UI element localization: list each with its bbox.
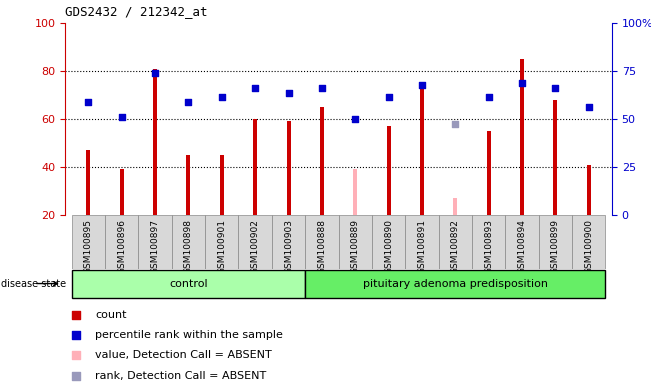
Text: GSM100889: GSM100889 bbox=[351, 219, 360, 274]
Text: disease state: disease state bbox=[1, 278, 66, 288]
Text: GSM100898: GSM100898 bbox=[184, 219, 193, 274]
Text: GSM100894: GSM100894 bbox=[518, 219, 527, 274]
Bar bbox=[387, 126, 391, 215]
Bar bbox=[405, 215, 439, 269]
Bar bbox=[238, 215, 272, 269]
Text: count: count bbox=[95, 310, 127, 320]
Point bbox=[283, 89, 294, 96]
Bar bbox=[372, 215, 405, 269]
Bar bbox=[105, 215, 139, 269]
Bar bbox=[320, 107, 324, 215]
Bar bbox=[72, 270, 305, 298]
Bar bbox=[520, 59, 524, 215]
Bar bbox=[572, 215, 605, 269]
Bar bbox=[353, 169, 357, 215]
Bar bbox=[486, 131, 491, 215]
Bar bbox=[553, 100, 557, 215]
Text: GSM100903: GSM100903 bbox=[284, 219, 293, 274]
Text: GSM100893: GSM100893 bbox=[484, 219, 493, 274]
Point bbox=[117, 114, 127, 120]
Bar bbox=[87, 150, 90, 215]
Bar bbox=[172, 215, 205, 269]
Point bbox=[217, 94, 227, 101]
Bar bbox=[505, 215, 538, 269]
Bar bbox=[453, 198, 457, 215]
Text: GSM100888: GSM100888 bbox=[317, 219, 326, 274]
Text: GSM100900: GSM100900 bbox=[584, 219, 593, 274]
Bar bbox=[205, 215, 238, 269]
Point bbox=[184, 99, 194, 105]
Bar bbox=[186, 155, 191, 215]
Point bbox=[83, 99, 94, 105]
Point bbox=[483, 94, 493, 101]
Bar bbox=[587, 165, 590, 215]
Bar bbox=[253, 119, 257, 215]
Bar bbox=[72, 215, 105, 269]
Bar bbox=[439, 215, 472, 269]
Point bbox=[350, 116, 361, 122]
Bar bbox=[305, 270, 605, 298]
Point bbox=[583, 104, 594, 110]
Point bbox=[550, 85, 561, 91]
Text: GSM100899: GSM100899 bbox=[551, 219, 560, 274]
Text: value, Detection Call = ABSENT: value, Detection Call = ABSENT bbox=[95, 350, 272, 360]
Point bbox=[517, 80, 527, 86]
Text: GSM100891: GSM100891 bbox=[417, 219, 426, 274]
Point bbox=[316, 85, 327, 91]
Bar bbox=[305, 215, 339, 269]
Point bbox=[250, 85, 260, 91]
Text: GSM100896: GSM100896 bbox=[117, 219, 126, 274]
Text: GSM100892: GSM100892 bbox=[450, 219, 460, 274]
Bar bbox=[339, 215, 372, 269]
Bar bbox=[420, 83, 424, 215]
Point bbox=[450, 121, 460, 127]
Text: percentile rank within the sample: percentile rank within the sample bbox=[95, 330, 283, 340]
Point bbox=[433, 262, 443, 268]
Bar bbox=[538, 215, 572, 269]
Text: pituitary adenoma predisposition: pituitary adenoma predisposition bbox=[363, 278, 547, 288]
Point bbox=[433, 78, 443, 84]
Bar bbox=[120, 169, 124, 215]
Bar bbox=[139, 215, 172, 269]
Bar bbox=[153, 69, 157, 215]
Point bbox=[417, 83, 427, 89]
Point bbox=[150, 70, 160, 76]
Text: rank, Detection Call = ABSENT: rank, Detection Call = ABSENT bbox=[95, 371, 266, 381]
Bar bbox=[272, 215, 305, 269]
Text: control: control bbox=[169, 278, 208, 288]
Text: GSM100902: GSM100902 bbox=[251, 219, 260, 274]
Point bbox=[383, 94, 394, 101]
Text: GSM100897: GSM100897 bbox=[150, 219, 159, 274]
Bar bbox=[220, 155, 224, 215]
Text: GDS2432 / 212342_at: GDS2432 / 212342_at bbox=[65, 5, 208, 18]
Text: GSM100901: GSM100901 bbox=[217, 219, 227, 274]
Text: GSM100895: GSM100895 bbox=[84, 219, 93, 274]
Bar bbox=[472, 215, 505, 269]
Bar bbox=[286, 121, 290, 215]
Text: GSM100890: GSM100890 bbox=[384, 219, 393, 274]
